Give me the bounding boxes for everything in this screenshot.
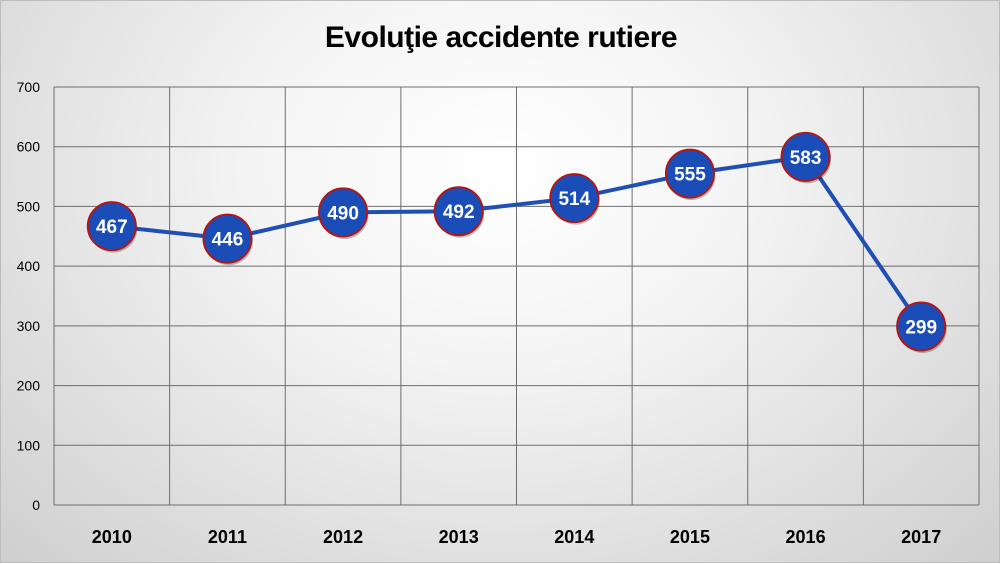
x-tick-label: 2013: [439, 527, 479, 547]
data-label: 490: [327, 203, 359, 224]
y-tick-label: 600: [17, 139, 41, 155]
y-axis-ticks: 0 100 200 300 400 500 600 700: [17, 79, 41, 513]
data-label: 467: [96, 217, 128, 238]
x-tick-label: 2010: [92, 527, 132, 547]
data-label: 555: [674, 165, 706, 186]
x-axis-ticks: 2010 2011 2012 2013 2014 2015 2016 2017: [92, 527, 941, 547]
data-label: 299: [905, 317, 937, 338]
data-point: [202, 213, 253, 264]
y-tick-label: 0: [32, 497, 40, 513]
x-tick-label: 2014: [554, 527, 594, 547]
data-point: [549, 173, 600, 224]
y-tick-label: 400: [17, 258, 41, 274]
data-point: [318, 187, 369, 238]
y-tick-label: 700: [17, 79, 41, 95]
data-point: [896, 301, 947, 352]
data-label: 514: [558, 189, 590, 210]
gridlines: [53, 86, 980, 506]
data-point: [433, 186, 484, 237]
x-tick-label: 2012: [323, 527, 363, 547]
data-label: 583: [790, 148, 822, 169]
y-tick-label: 500: [17, 198, 41, 214]
x-tick-label: 2015: [670, 527, 710, 547]
y-tick-label: 200: [17, 378, 41, 394]
markers: 467 446 490 492 514 555 583 299: [86, 131, 947, 353]
y-tick-label: 100: [17, 437, 41, 453]
data-label: 492: [443, 202, 475, 223]
data-point: [664, 148, 715, 199]
x-tick-label: 2017: [901, 527, 941, 547]
data-point: [780, 131, 831, 182]
data-label: 446: [212, 230, 244, 251]
chart-title: Evoluţie accidente rutiere: [324, 21, 678, 54]
data-point: [86, 201, 137, 252]
y-tick-label: 300: [17, 318, 41, 334]
x-tick-label: 2011: [208, 527, 247, 547]
x-tick-label: 2016: [786, 527, 826, 547]
